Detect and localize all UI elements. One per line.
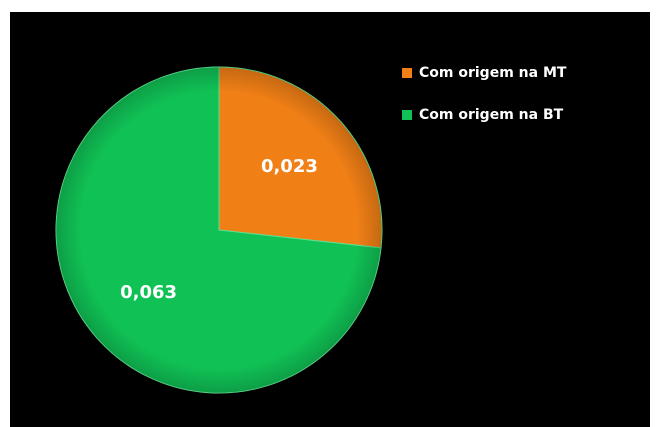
legend-swatch xyxy=(402,110,412,120)
legend-swatch xyxy=(402,68,412,78)
legend-label: Com origem na BT xyxy=(419,107,564,123)
data-label: 0,023 xyxy=(261,156,318,177)
data-label: 0,063 xyxy=(120,282,177,303)
legend-label: Com origem na MT xyxy=(419,65,567,81)
